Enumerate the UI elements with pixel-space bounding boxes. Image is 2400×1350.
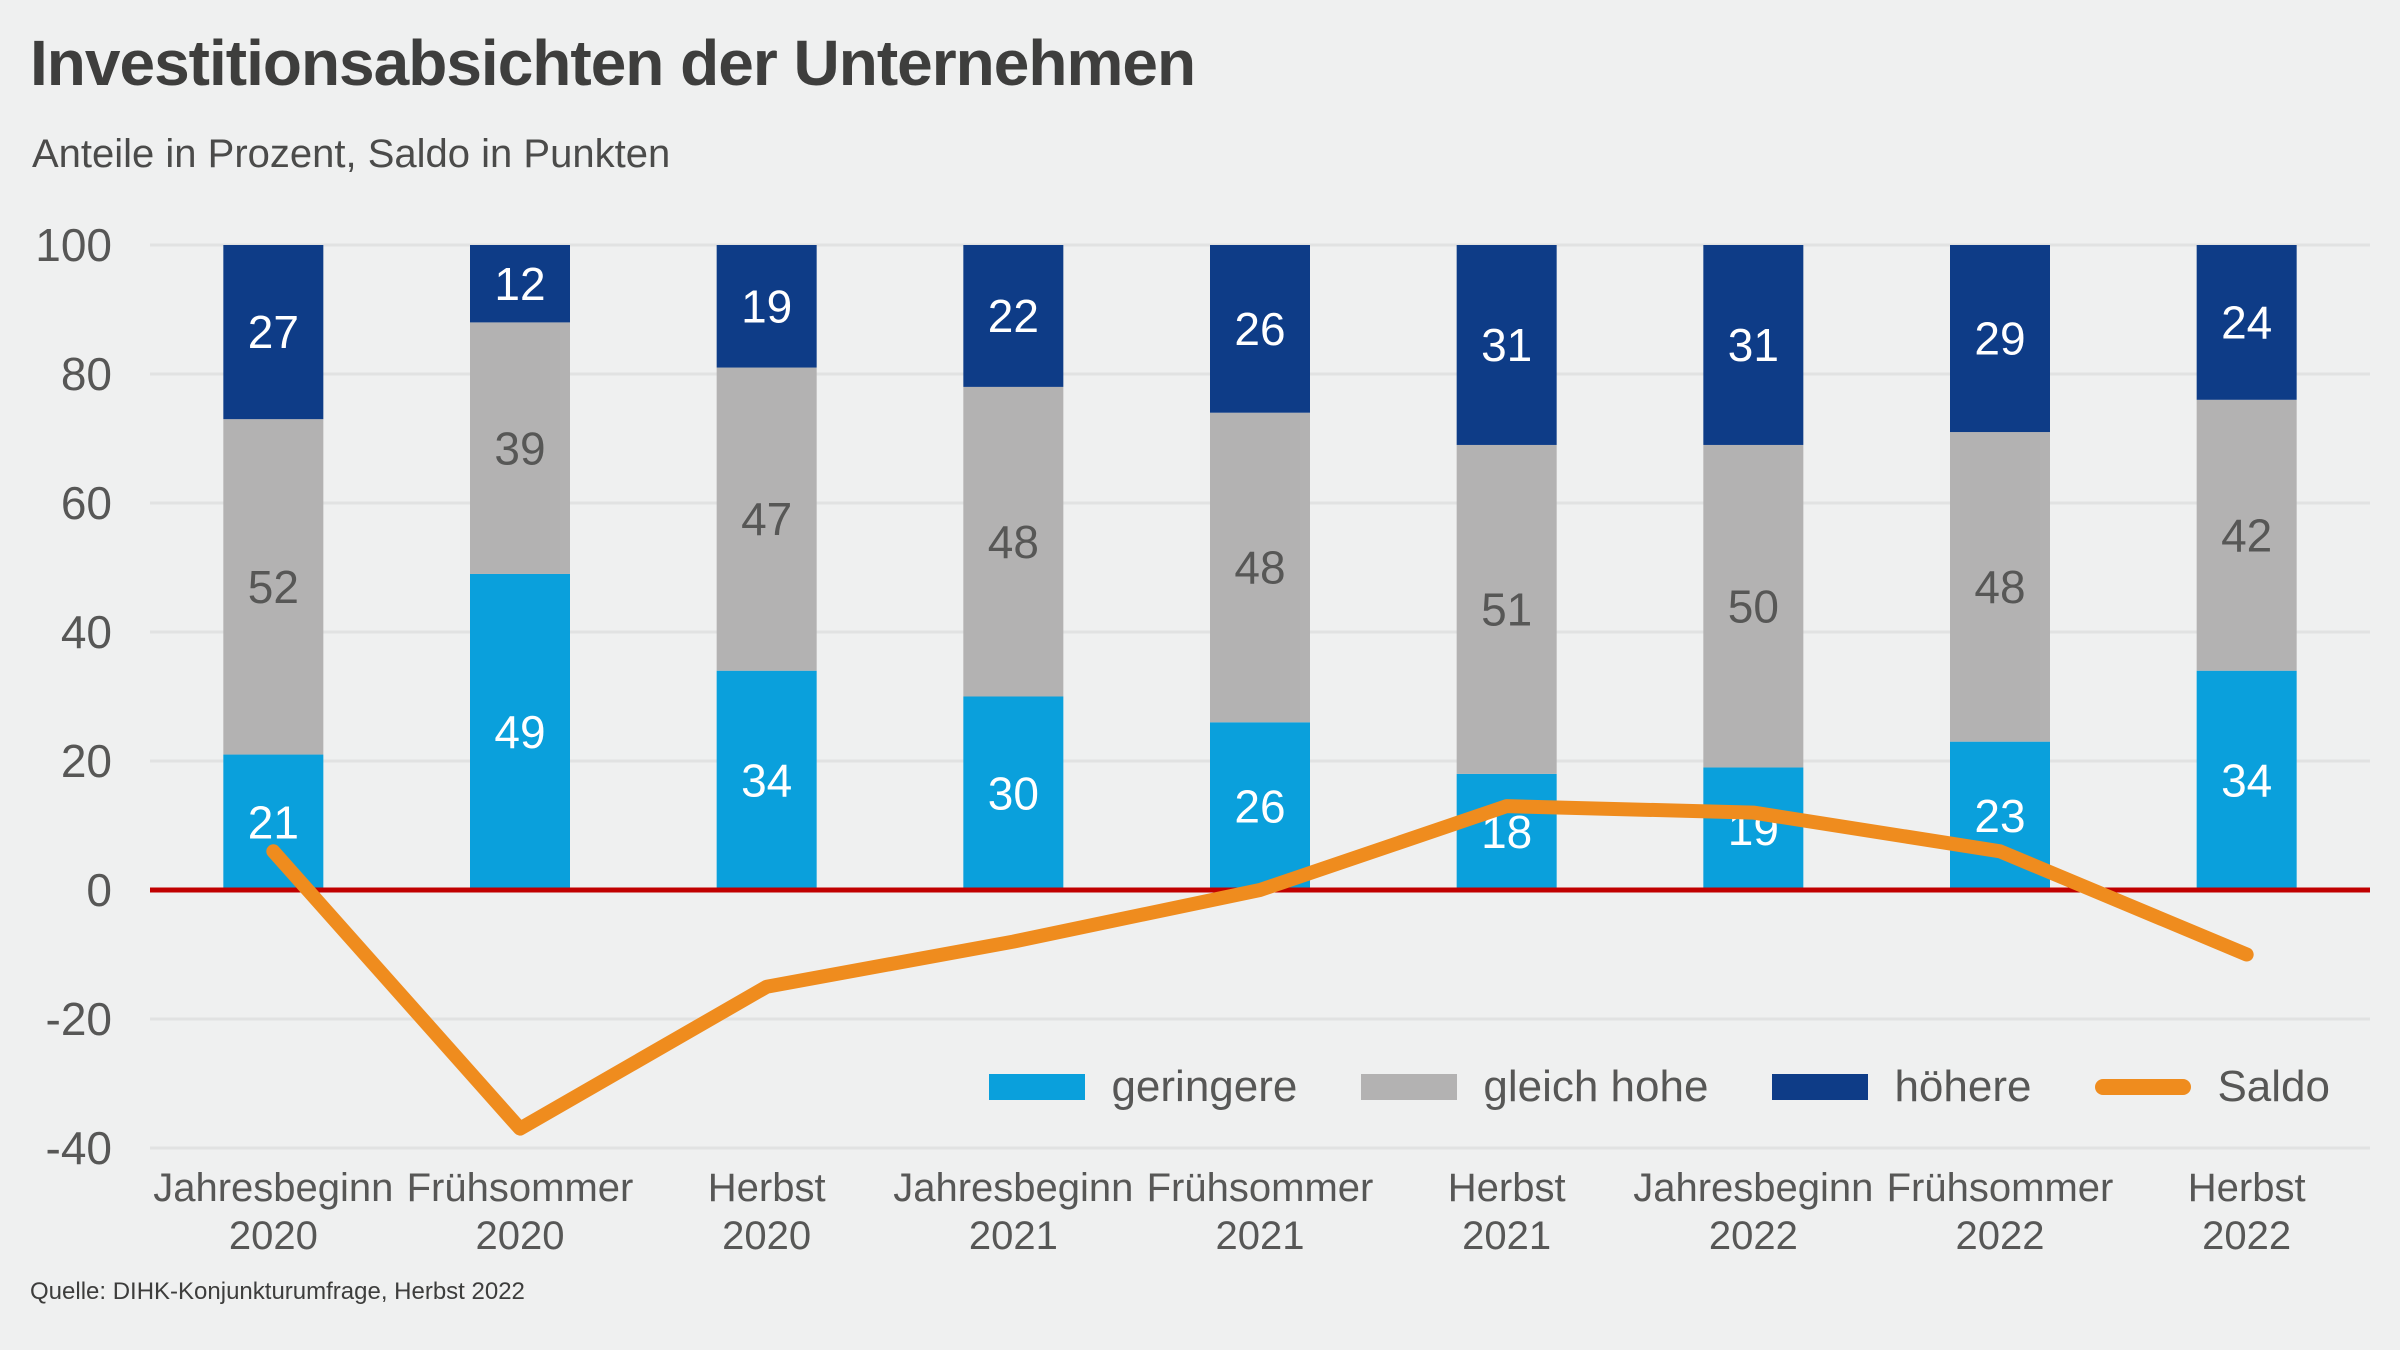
legend-item-Saldo: Saldo — [2095, 1062, 2330, 1112]
bar-segment-höhere — [1456, 245, 1557, 445]
bar-segment-value: 26 — [1234, 780, 1285, 832]
bar-segment-value: 22 — [988, 290, 1039, 342]
bar-segment-gleich-hohe — [1210, 412, 1310, 723]
bar-segment-geringere — [963, 696, 1064, 890]
y-tick-label: -20 — [46, 993, 112, 1045]
saldo-line — [266, 799, 2254, 1136]
bar-segment-value: 51 — [1481, 584, 1532, 636]
bar-segment-geringere — [1703, 767, 1804, 890]
bar-segment-value: 50 — [1728, 580, 1779, 632]
legend-label: Saldo — [2217, 1062, 2330, 1111]
bar-segment-höhere — [470, 245, 570, 323]
bar-segment-value: 21 — [248, 796, 299, 848]
bar-segment-value: 27 — [248, 306, 299, 358]
bar-segment-value: 34 — [2221, 754, 2272, 806]
bar-segment-höhere — [963, 245, 1064, 387]
legend-label: geringere — [1111, 1062, 1298, 1111]
y-tick-label: 100 — [35, 219, 112, 271]
y-tick-label: 60 — [61, 477, 112, 529]
bar-segment-höhere — [223, 245, 324, 420]
bar-segment-value: 30 — [988, 767, 1039, 819]
bar-segment-value: 29 — [1974, 313, 2025, 365]
bar-segment-höhere — [1950, 245, 2050, 433]
bar-segment-gleich-hohe — [2196, 399, 2297, 671]
y-tick-label: 20 — [61, 735, 112, 787]
bar-segment-value: 26 — [1234, 303, 1285, 355]
y-tick-label: 80 — [61, 348, 112, 400]
y-tick-label: 0 — [86, 864, 112, 916]
bar-segment-value: 48 — [1974, 561, 2025, 613]
legend-label: gleich hohe — [1483, 1062, 1709, 1111]
bar-segment-gleich-hohe — [1703, 444, 1804, 768]
bar-segment-value: 48 — [1234, 542, 1285, 594]
bar-segment-höhere — [716, 245, 817, 368]
bar-segment-value: 31 — [1481, 319, 1532, 371]
bar-segment-value: 47 — [741, 493, 792, 545]
legend-swatch-icon — [2095, 1079, 2192, 1095]
bar-segment-value: 49 — [494, 706, 545, 758]
bar-segment-gleich-hohe — [963, 386, 1064, 697]
bar-segment-value: 31 — [1728, 319, 1779, 371]
legend-swatch-icon — [1361, 1074, 1458, 1100]
bar-segment-value: 23 — [1974, 790, 2025, 842]
chart-subtitle: Anteile in Prozent, Saldo in Punkten — [32, 132, 671, 176]
legend-swatch-icon — [989, 1074, 1086, 1100]
bar-segment-geringere — [470, 573, 570, 890]
bar-segment-höhere — [2196, 245, 2297, 400]
bar-segment-value: 48 — [988, 516, 1039, 568]
chart-title: Investitionsabsichten der Unternehmen — [30, 27, 1196, 99]
bar-segment-gleich-hohe — [223, 419, 324, 755]
legend-item-gleich-hohe: gleich hohe — [1361, 1062, 1708, 1112]
bar-segment-value: 24 — [2221, 297, 2272, 349]
legend-label: höhere — [1894, 1062, 2032, 1111]
bar-segment-geringere — [2196, 670, 2297, 890]
bar-segment-value: 39 — [494, 422, 545, 474]
legend-item-geringere: geringere — [989, 1062, 1297, 1112]
legend: geringere gleich hohe höhere Saldo — [989, 1062, 2330, 1112]
bar-segment-gleich-hohe — [716, 367, 817, 671]
y-tick-label: 40 — [61, 606, 112, 658]
bar-segment-gleich-hohe — [1456, 444, 1557, 774]
bar-segment-value: 19 — [741, 280, 792, 332]
bar-segment-value: 52 — [248, 561, 299, 613]
source-note: Quelle: DIHK-Konjunkturumfrage, Herbst 2… — [30, 1278, 525, 1305]
legend-swatch-icon — [1772, 1074, 1869, 1100]
bar-segment-gleich-hohe — [470, 322, 570, 574]
bar-segment-geringere — [1210, 722, 1310, 890]
bar-segment-value: 12 — [494, 258, 545, 310]
bar-segment-höhere — [1703, 245, 1804, 445]
bar-segment-gleich-hohe — [1950, 432, 2050, 742]
y-tick-label: -40 — [46, 1122, 112, 1174]
bar-segment-geringere — [1456, 773, 1557, 890]
bar-segment-geringere — [716, 670, 817, 890]
bar-segment-value: 34 — [741, 754, 792, 806]
bar-segment-value: 42 — [2221, 509, 2272, 561]
bar-segment-geringere — [223, 754, 324, 890]
legend-item-höhere: höhere — [1772, 1062, 2031, 1112]
bar-segment-höhere — [1210, 245, 1310, 413]
